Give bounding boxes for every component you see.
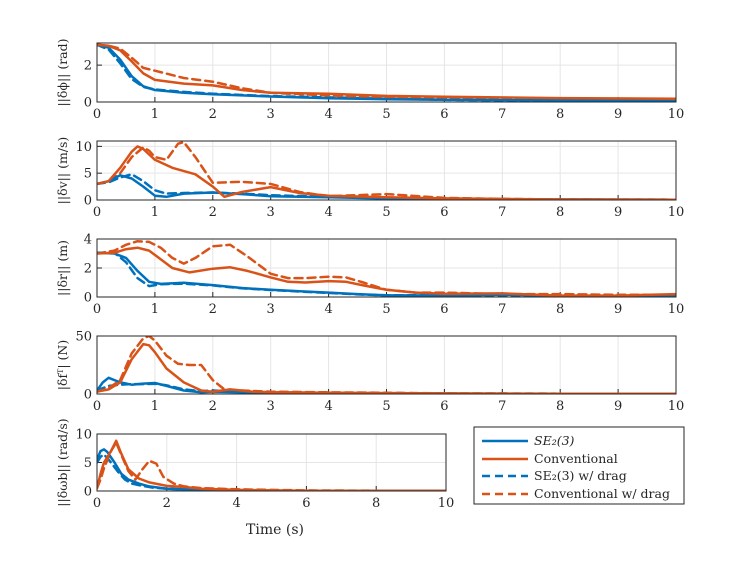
x-tick-label: 7 — [498, 205, 506, 220]
series-line-conventional — [97, 145, 676, 200]
x-tick-label: 6 — [440, 399, 448, 414]
y-tick-label: 10 — [75, 428, 92, 443]
legend-label-4: Conventional w/ drag — [534, 486, 670, 501]
x-tick-label: 4 — [324, 107, 332, 122]
x-tick-label: 10 — [668, 205, 685, 220]
x-tick-label: 3 — [267, 107, 275, 122]
y-tick-label: 0 — [84, 485, 92, 500]
x-tick-label: 10 — [438, 496, 455, 511]
x-tick-label: 4 — [232, 496, 240, 511]
legend-label-1: SE₂(3) — [534, 433, 575, 448]
x-tick-label: 8 — [556, 205, 564, 220]
x-tick-label: 7 — [498, 302, 506, 317]
x-axis-label: Time (s) — [246, 522, 304, 538]
x-tick-label: 5 — [382, 205, 390, 220]
x-tick-label: 5 — [382, 302, 390, 317]
y-tick-label: 0 — [84, 388, 92, 403]
x-tick-label: 4 — [324, 302, 332, 317]
x-tick-label: 4 — [324, 399, 332, 414]
series-line-conventional — [97, 246, 676, 297]
y-axis-label: ||δϕ|| (rad) — [55, 38, 70, 106]
x-tick-label: 4 — [324, 205, 332, 220]
series-line-conventional-drag — [97, 43, 676, 102]
legend-label-3: SE₂(3) w/ drag — [534, 468, 627, 483]
x-tick-label: 10 — [668, 302, 685, 317]
x-tick-label: 6 — [440, 205, 448, 220]
x-tick-label: 1 — [151, 302, 159, 317]
y-axis-label: ||δωb|| (rad/s) — [55, 418, 70, 506]
y-axis-label: ||δr|| (m) — [55, 240, 70, 296]
x-tick-label: 0 — [93, 107, 101, 122]
x-tick-label: 7 — [498, 107, 506, 122]
x-tick-label: 0 — [93, 399, 101, 414]
y-axis-label: |δfᵀ| (N) — [55, 340, 70, 391]
y-tick-label: 2 — [84, 262, 92, 277]
x-tick-label: 6 — [302, 496, 310, 511]
y-tick-label: 50 — [75, 330, 92, 345]
axes-box — [96, 335, 677, 395]
subplot-3: 0 1 2 3 4 5 6 7 8 9 10 0 2 4 ||δr|| (m) — [55, 233, 684, 318]
x-tick-label: 3 — [267, 302, 275, 317]
subplot-1: 0 1 2 3 4 5 6 7 8 9 10 0 2 ||δϕ|| (rad) — [55, 38, 684, 122]
x-tick-label: 3 — [267, 399, 275, 414]
y-tick-label: 5 — [84, 167, 92, 182]
series-line-conventional — [97, 342, 676, 394]
x-tick-label: 6 — [440, 107, 448, 122]
x-tick-label: 7 — [498, 399, 506, 414]
x-tick-label: 10 — [668, 399, 685, 414]
x-tick-label: 9 — [614, 302, 622, 317]
x-tick-label: 8 — [372, 496, 380, 511]
x-tick-label: 2 — [209, 302, 217, 317]
subplot-4: 0 1 2 3 4 5 6 7 8 9 10 0 50 |δfᵀ| (N) — [55, 330, 684, 415]
x-tick-label: 9 — [614, 205, 622, 220]
series-line-se23 — [97, 43, 676, 102]
x-tick-label: 8 — [556, 399, 564, 414]
series-line-conventional — [97, 43, 676, 100]
x-tick-label: 0 — [93, 496, 101, 511]
y-tick-label: 0 — [84, 291, 92, 306]
y-tick-label: 2 — [84, 59, 92, 74]
legend-box — [473, 426, 685, 505]
y-tick-label: 10 — [75, 140, 92, 155]
x-tick-label: 1 — [151, 399, 159, 414]
x-tick-label: 8 — [556, 107, 564, 122]
series-line-conventional-drag — [97, 141, 676, 200]
x-tick-label: 5 — [382, 107, 390, 122]
legend-label-2: Conventional — [534, 451, 618, 466]
subplot-5: 0 2 4 6 8 10 0 5 10 ||δωb|| (rad/s) — [55, 418, 454, 511]
x-tick-label: 2 — [209, 399, 217, 414]
x-tick-label: 6 — [440, 302, 448, 317]
x-tick-label: 5 — [382, 399, 390, 414]
y-tick-label: 5 — [84, 456, 92, 471]
y-tick-label: 0 — [84, 194, 92, 209]
x-tick-label: 3 — [267, 205, 275, 220]
x-tick-label: 1 — [151, 107, 159, 122]
x-tick-label: 0 — [93, 302, 101, 317]
x-tick-label: 2 — [163, 496, 171, 511]
x-tick-label: 9 — [614, 399, 622, 414]
x-tick-label: 8 — [556, 302, 564, 317]
subplot-2: 0 1 2 3 4 5 6 7 8 9 10 0 5 10 ||δv|| (m/s) — [55, 137, 684, 220]
x-tick-label: 2 — [209, 107, 217, 122]
x-tick-label: 2 — [209, 205, 217, 220]
axes-box — [96, 140, 677, 201]
series-line-se23 — [97, 251, 676, 297]
axes-box — [96, 238, 677, 298]
x-tick-label: 1 — [151, 205, 159, 220]
y-tick-label: 0 — [84, 96, 92, 111]
axes-box — [96, 42, 677, 103]
x-tick-label: 0 — [93, 205, 101, 220]
y-axis-label: ||δv|| (m/s) — [55, 137, 70, 205]
y-tick-label: 4 — [84, 233, 92, 248]
x-tick-label: 9 — [614, 107, 622, 122]
legend: SE₂(3) Conventional SE₂(3) w/ drag Conve… — [473, 426, 685, 505]
axes-box — [96, 433, 447, 492]
x-tick-label: 10 — [668, 107, 685, 122]
